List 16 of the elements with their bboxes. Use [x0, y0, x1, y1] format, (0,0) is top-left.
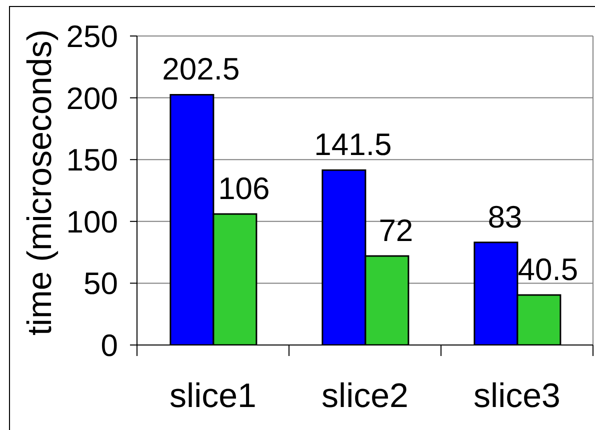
x-tick-label: slice2 — [322, 377, 408, 415]
data-label: 141.5 — [314, 127, 392, 162]
y-tick-label: 0 — [100, 328, 118, 364]
data-label: 40.5 — [518, 252, 578, 287]
y-tick-label: 250 — [66, 19, 118, 54]
y-axis-title: time (microseconds) — [21, 29, 59, 336]
data-label: 106 — [218, 170, 270, 206]
data-label: 83 — [488, 199, 522, 234]
y-tick-label: 150 — [66, 142, 118, 178]
x-tick-label: slice3 — [474, 377, 560, 415]
y-tick-label: 50 — [84, 266, 118, 302]
data-label: 72 — [378, 213, 414, 248]
y-tick-label: 200 — [66, 80, 118, 116]
data-label: 202.5 — [162, 52, 240, 87]
y-tick-label: 100 — [66, 204, 118, 240]
x-tick-label: slice1 — [170, 377, 256, 415]
